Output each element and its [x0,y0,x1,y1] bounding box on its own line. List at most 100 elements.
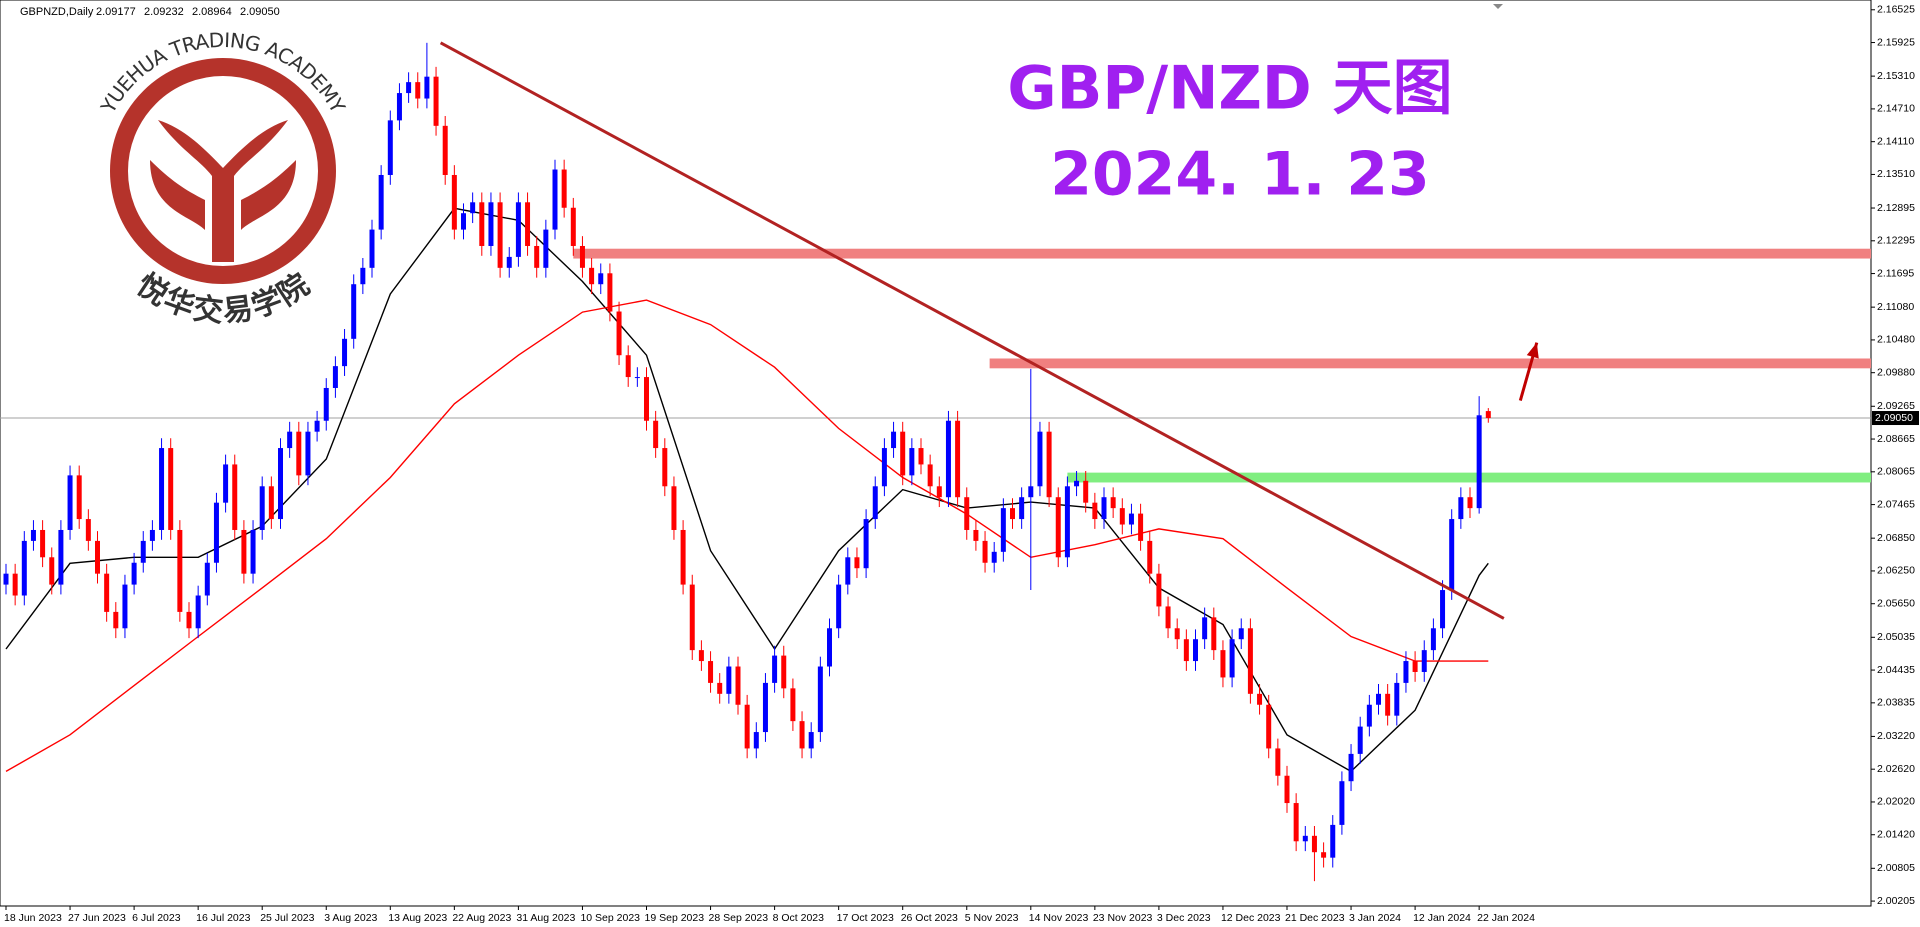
candle-body [149,529,155,541]
candle-body [506,256,512,268]
candle-body [799,721,805,749]
x-tick-label: 13 Aug 2023 [388,912,447,924]
y-tick-label: 2.13510 [1877,168,1915,180]
candle-body [726,666,732,694]
candle-body [95,540,100,574]
candle-body [515,202,521,257]
candle-body [936,486,942,498]
candle-body [772,655,778,683]
x-tick-label: 27 Jun 2023 [68,912,126,924]
y-tick-label: 2.15925 [1877,36,1915,48]
candle-body [177,529,183,612]
candle-body [113,611,119,629]
x-tick-label: 23 Nov 2023 [1093,912,1153,924]
candle-body [1092,502,1098,520]
symbol-label: GBPNZD,Daily [20,6,94,18]
candle-body [698,650,704,662]
candle-body [589,267,595,285]
y-tick-label: 2.02020 [1877,796,1915,808]
chart-title: GBP/NZD 天图 [1007,54,1452,124]
candle-body [250,529,256,574]
x-tick-label: 16 Jul 2023 [196,912,250,924]
logo-ring [110,58,336,284]
candle-body [67,475,73,530]
candle-body [406,82,412,94]
candle-body [991,551,997,563]
y-tick-label: 2.11080 [1877,301,1914,313]
candle-body [268,486,274,520]
candle-body [653,420,659,449]
candle-body [1229,639,1235,678]
x-tick-label: 3 Jan 2024 [1349,912,1401,924]
price-zone [573,248,1871,259]
candle-body [1128,513,1134,525]
candle-body [488,202,494,246]
candle-body [872,486,878,520]
x-tick-label: 14 Nov 2023 [1029,912,1089,924]
candle-body [735,666,741,705]
candle-body [1440,590,1446,629]
ohlc-value: 2.09050 [240,6,280,18]
candle-body [854,557,860,569]
candle-body [634,377,640,379]
candle-body [122,584,128,629]
y-tick-label: 2.00805 [1877,862,1915,874]
candle-body [1330,824,1336,858]
candle-body [1202,617,1208,640]
arrow-head [1526,342,1539,359]
candle-body [1339,781,1345,825]
candle-body [332,366,338,388]
candle-body [744,704,750,749]
candle-body [1394,682,1400,716]
x-tick-label: 22 Aug 2023 [452,912,511,924]
candle-body [927,464,933,487]
candle-body [470,202,476,214]
candle-body [881,448,887,487]
candle-body [1412,661,1418,672]
candle-body [323,387,329,421]
y-tick-label: 2.11695 [1877,267,1914,279]
candle-body [717,682,723,694]
candle-body [213,502,219,563]
candle-body [598,273,604,285]
x-tick-label: 12 Jan 2024 [1413,912,1471,924]
candle-body [287,431,293,449]
candle-body [433,76,439,126]
candle-body [1119,508,1125,525]
candle-body [1211,617,1217,651]
candle-body [552,169,558,230]
candle-body [1266,704,1272,749]
candle-body [808,732,814,749]
candle-body [689,584,695,651]
candle-body [314,420,320,432]
candle-body [1449,519,1455,591]
chart-subtitle: 2024. 1. 23 [1050,140,1430,210]
candle-body [955,420,961,498]
candle-body [21,540,27,596]
candle-body [497,202,503,268]
candle-body [1147,540,1153,574]
candle-body [570,207,576,246]
logo-mark [158,120,288,262]
candle-body [945,420,951,498]
candle-body [1366,704,1372,727]
candle-body [296,431,302,476]
candle-body [579,245,585,268]
y-tick-label: 2.09880 [1877,366,1915,378]
y-tick-label: 2.03220 [1877,730,1915,742]
x-tick-label: 6 Jul 2023 [132,912,181,924]
candle-body [671,486,677,530]
candle-body [223,464,229,503]
candle-body [1138,513,1144,541]
candle-body [168,448,174,530]
y-tick-label: 2.14710 [1877,103,1915,115]
candle-body [85,519,91,541]
candle-body [1421,650,1427,672]
candle-body [1019,497,1025,520]
candle-body [680,529,686,585]
x-tick-label: 3 Aug 2023 [324,912,377,924]
ohlc-value: 2.08964 [192,6,232,18]
candle-body [644,377,649,421]
y-tick-label: 2.02620 [1877,763,1915,775]
